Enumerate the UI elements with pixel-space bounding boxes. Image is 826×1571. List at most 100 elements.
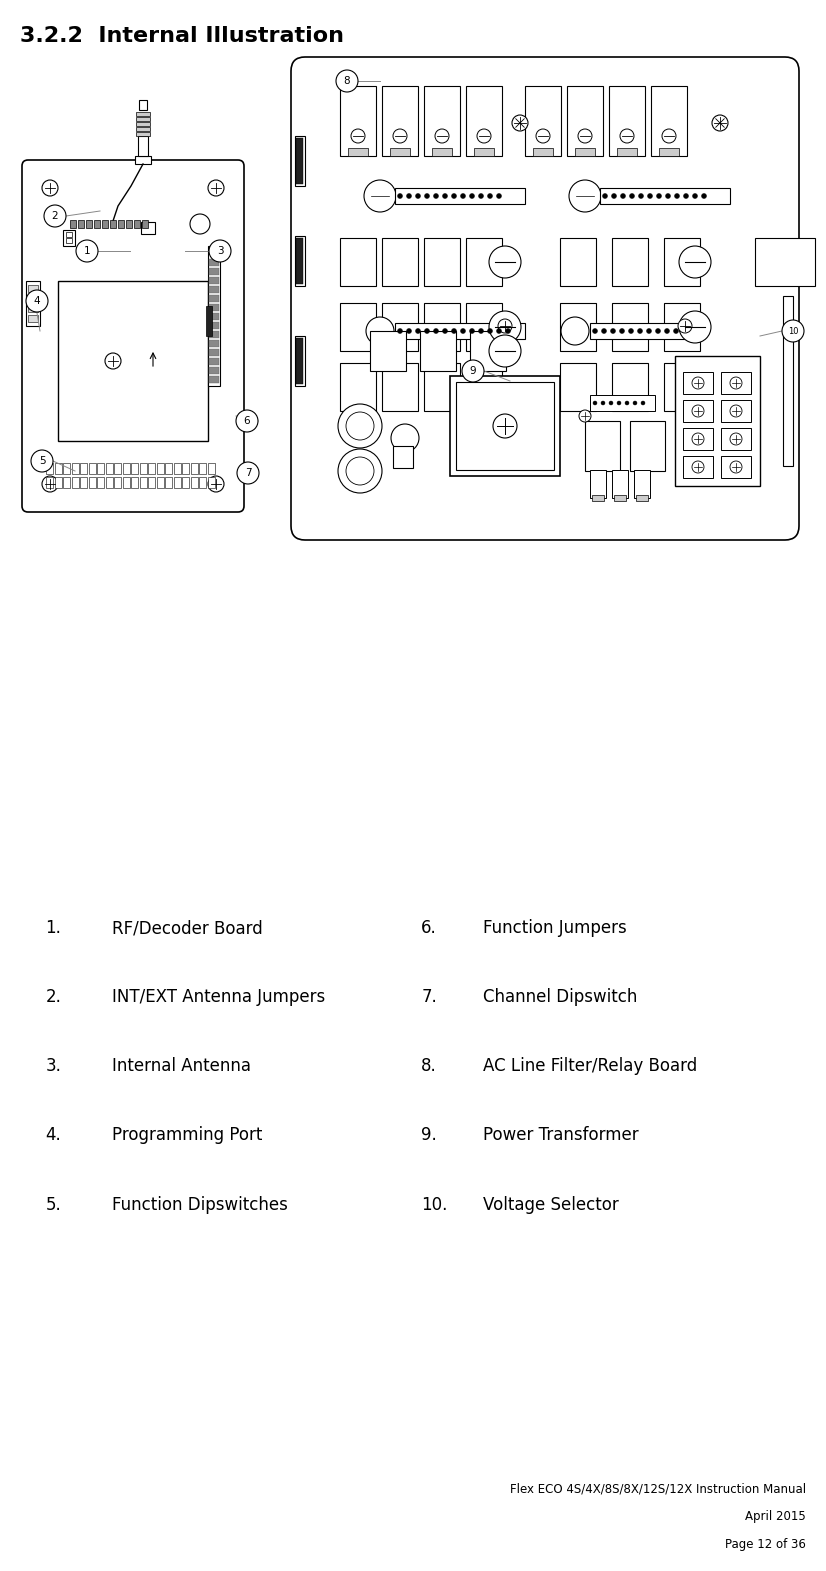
Bar (424, 237, 460, 286)
Bar (46, 463, 53, 474)
Bar (340, 237, 376, 286)
Circle shape (435, 129, 449, 143)
Text: Channel Dipswitch: Channel Dipswitch (483, 988, 638, 1005)
Bar (142, 220, 148, 228)
Bar (560, 363, 596, 412)
Circle shape (625, 401, 629, 405)
Circle shape (620, 193, 625, 198)
Circle shape (26, 291, 48, 313)
Bar (466, 86, 502, 156)
Bar (424, 363, 460, 412)
Circle shape (364, 181, 396, 212)
Bar (209, 375, 219, 383)
Circle shape (461, 328, 466, 333)
Text: 2.: 2. (45, 988, 61, 1005)
Text: April 2015: April 2015 (745, 1510, 806, 1522)
Bar (26, 281, 40, 327)
Text: RF/Decoder Board: RF/Decoder Board (112, 919, 263, 936)
Circle shape (601, 401, 605, 405)
Bar (340, 303, 376, 350)
Circle shape (730, 460, 742, 473)
Circle shape (657, 193, 662, 198)
Circle shape (641, 401, 645, 405)
Bar (122, 478, 130, 489)
Bar (390, 148, 410, 156)
Bar (66, 237, 72, 244)
Circle shape (469, 328, 474, 333)
Bar (395, 324, 525, 339)
Text: 4: 4 (34, 295, 40, 306)
Circle shape (730, 377, 742, 390)
Bar (382, 363, 418, 412)
Bar (156, 478, 164, 489)
Bar (80, 478, 87, 489)
Circle shape (478, 193, 483, 198)
Circle shape (366, 317, 394, 346)
Circle shape (629, 328, 634, 333)
Bar (295, 236, 305, 286)
Circle shape (730, 405, 742, 416)
Circle shape (678, 319, 692, 333)
Bar (118, 220, 124, 228)
Text: 8: 8 (344, 75, 350, 86)
Bar (683, 372, 713, 394)
Bar (721, 401, 751, 423)
Bar (148, 478, 155, 489)
Circle shape (610, 328, 615, 333)
Circle shape (338, 449, 382, 493)
Bar (114, 463, 121, 474)
Circle shape (679, 247, 711, 278)
Bar (466, 237, 502, 286)
Bar (138, 137, 148, 156)
Text: 5: 5 (39, 456, 45, 467)
Circle shape (506, 328, 510, 333)
Bar (683, 456, 713, 478)
Bar (395, 189, 525, 204)
Bar (590, 470, 606, 498)
Bar (136, 132, 150, 137)
Bar (382, 303, 418, 350)
Bar (590, 394, 655, 412)
Bar (683, 427, 713, 449)
Bar (612, 237, 648, 286)
Circle shape (209, 240, 231, 262)
Bar (209, 313, 219, 320)
Bar (131, 463, 138, 474)
Bar (612, 363, 648, 412)
Circle shape (489, 311, 521, 342)
Circle shape (666, 193, 671, 198)
Bar (156, 463, 164, 474)
Circle shape (692, 460, 704, 473)
Bar (122, 463, 130, 474)
Circle shape (662, 129, 676, 143)
Bar (141, 222, 155, 234)
Bar (114, 478, 121, 489)
Circle shape (489, 335, 521, 368)
Circle shape (673, 328, 678, 333)
Bar (450, 375, 560, 476)
Bar (165, 463, 172, 474)
Circle shape (461, 193, 466, 198)
Circle shape (105, 353, 121, 369)
Bar (191, 478, 197, 489)
Bar (466, 363, 502, 412)
Bar (209, 259, 219, 265)
Bar (136, 116, 150, 121)
Bar (590, 324, 690, 339)
Circle shape (633, 401, 637, 405)
Bar (424, 86, 460, 156)
Bar (209, 295, 219, 302)
Bar (567, 86, 603, 156)
Bar (126, 220, 132, 228)
Bar (135, 156, 151, 163)
Bar (683, 401, 713, 423)
Bar (612, 470, 628, 498)
Bar (370, 331, 406, 371)
Text: 10.: 10. (421, 1196, 448, 1213)
Bar (420, 331, 456, 371)
Bar (209, 358, 219, 364)
Bar (664, 237, 700, 286)
Circle shape (208, 476, 224, 492)
Bar (78, 220, 84, 228)
Circle shape (496, 193, 501, 198)
